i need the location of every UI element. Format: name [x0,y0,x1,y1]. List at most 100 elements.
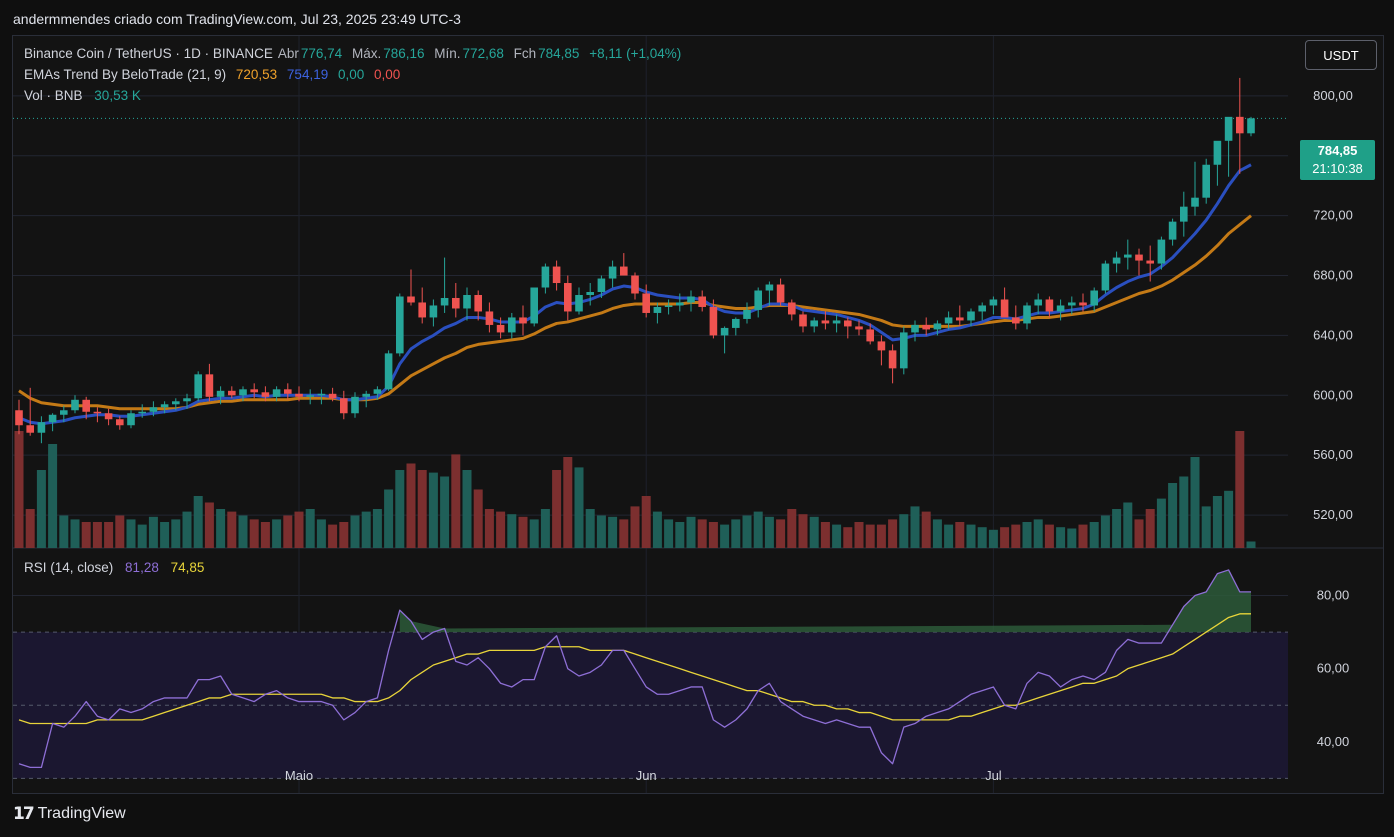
volume-bar [25,509,35,548]
volume-bar [395,470,405,548]
candle-body [698,296,706,307]
symbol-legend[interactable]: Binance Coin / TetherUS · 1D · BINANCE A… [24,46,683,61]
candle-body [1247,118,1255,134]
volume-legend[interactable]: Vol · BNB 30,53 K [24,88,143,103]
candle-body [1157,239,1166,264]
ema-legend[interactable]: EMAs Trend By BeloTrade (21, 9) 720,53 7… [24,67,402,82]
candle-body [228,390,236,396]
candle-body [1146,260,1154,264]
candle-body [552,266,561,284]
candle-body [48,414,57,423]
candle-body [328,393,337,399]
volume-bar [361,511,371,548]
volume-bar [1033,519,1043,548]
candle-body [743,309,751,319]
chart-area[interactable]: 520,00560,00600,00640,00680,00720,00760,… [12,35,1384,794]
candle-body [575,294,583,312]
volume-bar [731,519,741,548]
candle-body [687,296,695,303]
rsi-legend[interactable]: RSI (14, close) 81,28 74,85 [24,560,206,575]
volume-bar [1134,519,1144,548]
candle-body [37,422,46,433]
candle-body [1012,317,1020,324]
volume-bar [921,511,931,548]
candle-body [60,410,68,415]
tradingview-brand[interactable]: 𝟭𝟳 TradingView [13,804,126,824]
price-axis-label: 600,00 [1313,387,1353,402]
volume-bar [328,524,338,548]
candle-body [205,374,214,397]
volume-bar [227,511,237,548]
candle-body [765,284,774,291]
volume-bar [1235,431,1245,548]
candle-body [104,413,113,420]
candle-body [911,324,919,333]
candle-body [956,317,964,321]
chart-canvas[interactable]: 520,00560,00600,00640,00680,00720,00760,… [13,36,1383,793]
candle-body [373,389,382,394]
candle-body [732,318,740,328]
candle-body [1045,299,1054,312]
price-axis-label: 680,00 [1313,268,1353,283]
volume-bar [910,506,920,548]
candle-body [183,398,191,402]
volume-bar [171,519,181,548]
candle-body [1135,254,1143,261]
volume-bar [1179,476,1189,548]
close-value: 784,85 [538,46,580,61]
candle-body [933,323,942,330]
candle-body [922,324,930,330]
candle-body [1101,263,1110,291]
rsi-axis-label: 80,00 [1317,588,1350,603]
volume-bar [59,515,69,548]
candle-body [788,302,796,315]
candle-body [239,389,247,396]
candle-body [1056,305,1065,312]
volume-bar [1000,527,1010,548]
candle-body [541,266,550,288]
candle-body [597,278,606,292]
candle-body [631,275,639,294]
volume-bar [350,515,360,548]
ema-buy-value: 0,00 [337,67,365,82]
candle-body [384,353,393,390]
volume-bar [608,516,618,548]
volume-bar [406,463,416,548]
volume-bar [272,519,282,548]
candle-body [1224,116,1233,141]
volume-bar [664,519,674,548]
volume-bar [764,516,774,548]
volume-bar [204,502,214,548]
volume-bar [574,467,584,548]
volume-bar [630,506,640,548]
candle-body [855,326,863,330]
volume-bar [820,522,830,548]
volume-bar [1011,524,1021,548]
volume-bar [518,516,528,548]
volume-bar [462,470,472,548]
bar-countdown: 21:10:38 [1312,161,1363,176]
rsi-band [13,632,1288,779]
candle-body [1168,221,1177,240]
volume-bar [932,519,942,548]
rsi-line [18,569,1251,769]
volume-bar [473,489,483,548]
volume-bar [115,515,125,548]
candle-body [844,320,852,327]
currency-button[interactable]: USDT [1305,40,1377,70]
volume-bar [372,509,382,548]
candle-body [810,320,818,327]
volume-bar [585,509,595,548]
volume-bar [104,522,114,548]
candle-body [71,399,79,411]
volume-bar [1123,502,1133,548]
candle-body [508,317,516,333]
volume-bar [1212,496,1222,548]
ema-sell-value: 0,00 [374,67,401,82]
candle-body [877,341,886,351]
candle-body [149,407,158,412]
volume-bar [787,509,797,548]
volume-bar [14,431,24,548]
volume-bar [720,524,730,548]
volume-bar [876,524,886,548]
